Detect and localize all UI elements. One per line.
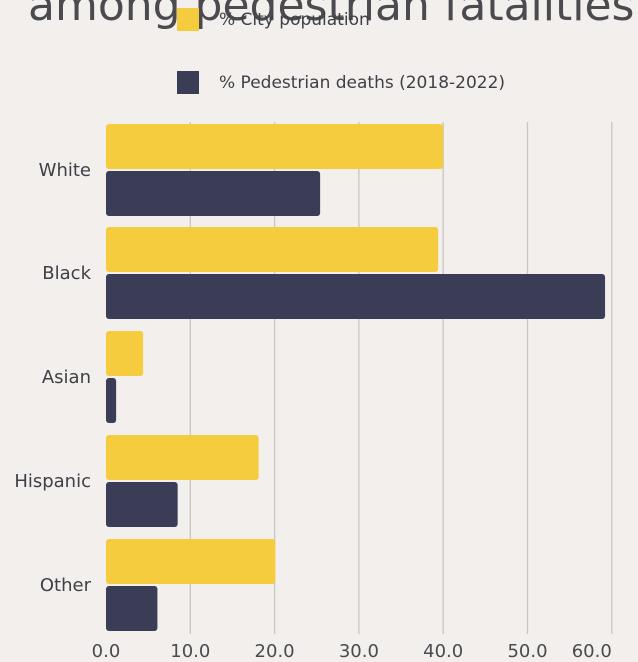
bar-pedestrian-deaths-black (106, 274, 606, 319)
bar-pedestrian-deaths-white (106, 171, 321, 216)
bar-pedestrian-deaths-other (106, 586, 158, 631)
legend-swatch-pedestrian-deaths (177, 71, 199, 94)
x-tick-label: 60.0 (572, 641, 612, 662)
x-tick-label: 30.0 (339, 641, 379, 662)
legend: % City population % Pedestrian deaths (2… (177, 8, 505, 94)
x-tick-label: 10.0 (170, 641, 210, 662)
legend-label-city-population: % City population (219, 10, 370, 30)
category-label-asian: Asian (42, 367, 91, 388)
x-axis-tick-labels: 0.0 10.0 20.0 30.0 40.0 50.0 60.0 (92, 641, 612, 662)
x-tick-label: 0.0 (92, 641, 121, 662)
x-tick-label: 50.0 (507, 641, 547, 662)
bar-city-population-black (106, 227, 439, 272)
category-label-other: Other (40, 575, 92, 596)
category-label-black: Black (42, 263, 91, 284)
bars (106, 124, 606, 631)
bar-city-population-hispanic (106, 435, 259, 480)
legend-swatch-city-population (177, 8, 199, 31)
bar-city-population-asian (106, 331, 144, 376)
category-label-hispanic: Hispanic (14, 471, 91, 492)
bar-pedestrian-deaths-hispanic (106, 482, 178, 527)
bar-pedestrian-deaths-asian (106, 378, 117, 423)
category-labels: White Black Asian Hispanic Other (14, 160, 91, 596)
bar-city-population-other (106, 539, 276, 584)
legend-label-pedestrian-deaths: % Pedestrian deaths (2018-2022) (219, 73, 505, 93)
x-tick-label: 20.0 (255, 641, 295, 662)
bar-city-population-white (106, 124, 444, 169)
chart-title: among pedestrian fatalities? (28, 0, 638, 31)
x-tick-label: 40.0 (423, 641, 463, 662)
category-label-white: White (39, 160, 91, 181)
